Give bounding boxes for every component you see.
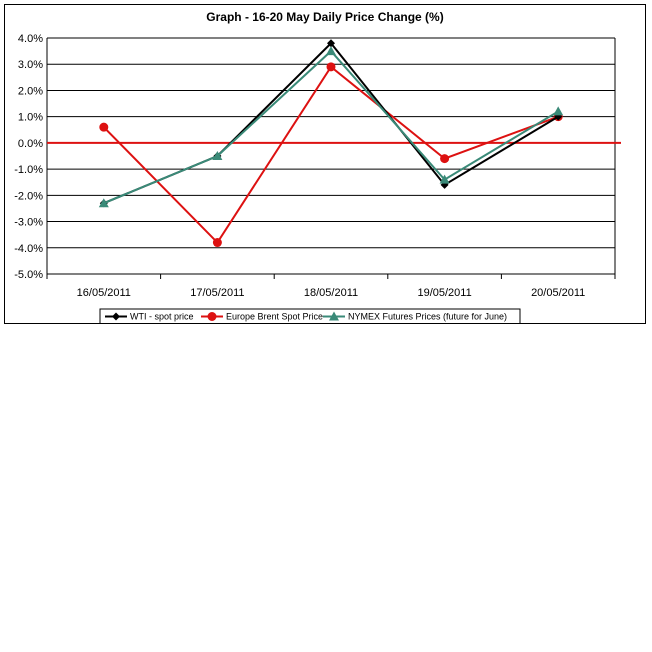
data-point: [553, 106, 564, 116]
data-point: [327, 39, 335, 48]
plot-area: 4.0% 3.0% 2.0% 1.0% 0.0% -1.0% -2.0% -3.0% -4.0%…: [14, 33, 621, 299]
y-tick-label: -4.0%: [14, 243, 43, 255]
data-point: [212, 238, 222, 248]
legend-label: NYMEX Futures Prices (future for June): [348, 312, 507, 322]
x-tick-label: 19/05/2011: [417, 287, 471, 299]
series-line: [103, 49, 559, 205]
legend-label: Europe Brent Spot Price: [226, 312, 323, 322]
data-point: [440, 154, 450, 164]
data-point: [326, 46, 336, 56]
data-point: [212, 151, 223, 160]
data-point: [326, 62, 336, 72]
x-tick-label: 17/05/2011: [190, 287, 244, 299]
x-tick-label: 16/05/2011: [77, 287, 131, 299]
y-tick-label: 2.0%: [18, 85, 43, 97]
legend-marker: [112, 312, 120, 321]
y-tick-label: -5.0%: [14, 269, 43, 281]
legend-box: [99, 308, 521, 323]
data-point: [439, 174, 450, 184]
x-tick-label: 20/05/2011: [531, 287, 585, 299]
line-chart: Graph - 16-20 May Daily Price Change (%)…: [14, 10, 621, 323]
chart-frame: Graph - 16-20 May Daily Price Change (%)…: [4, 4, 646, 324]
y-tick-label: -1.0%: [14, 164, 43, 176]
data-point: [98, 198, 109, 208]
y-tick-label: -3.0%: [14, 217, 43, 229]
legend-label: WTI - spot price: [130, 312, 194, 322]
legend-marker: [329, 311, 339, 321]
legend-marker: [207, 312, 217, 321]
series-line: [103, 65, 559, 245]
y-tick-label: 4.0%: [18, 33, 43, 45]
chart-title: Graph - 16-20 May Daily Price Change (%): [206, 10, 443, 24]
x-tick-label: 18/05/2011: [304, 287, 358, 299]
y-tick-label: 1.0%: [18, 112, 43, 124]
y-tick-label: 0.0%: [18, 138, 43, 150]
y-tick-label: -2.0%: [14, 190, 43, 202]
legend: WTI - spot price Europe Brent Spot Price N…: [99, 308, 521, 323]
y-tick-label: 3.0%: [18, 59, 43, 71]
data-point: [99, 122, 109, 132]
